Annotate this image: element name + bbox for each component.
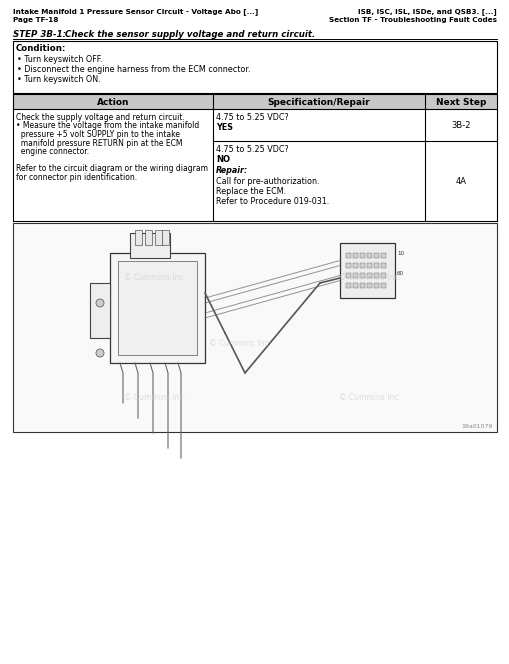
Bar xyxy=(162,230,168,245)
Bar xyxy=(130,233,169,258)
Text: pressure +5 volt SUPPLY pin to the intake: pressure +5 volt SUPPLY pin to the intak… xyxy=(16,130,180,139)
Text: Refer to Procedure 019-031.: Refer to Procedure 019-031. xyxy=(216,197,329,207)
Text: Page TF-18: Page TF-18 xyxy=(13,17,58,23)
Bar xyxy=(424,94,496,109)
Text: 10: 10 xyxy=(396,251,403,256)
Bar xyxy=(213,94,424,109)
Bar xyxy=(110,253,205,363)
Bar xyxy=(359,263,364,268)
Bar xyxy=(359,283,364,288)
Text: Specification/Repair: Specification/Repair xyxy=(267,98,370,107)
Bar xyxy=(345,283,350,288)
Bar xyxy=(373,253,378,258)
Bar xyxy=(345,273,350,278)
Circle shape xyxy=(96,299,104,307)
Text: Repair:: Repair: xyxy=(216,166,248,175)
Text: Action: Action xyxy=(97,98,129,107)
Bar xyxy=(373,283,378,288)
Bar xyxy=(352,283,357,288)
Bar xyxy=(345,253,350,258)
Circle shape xyxy=(96,349,104,357)
Text: manifold pressure RETURN pin at the ECM: manifold pressure RETURN pin at the ECM xyxy=(16,139,182,147)
Bar xyxy=(118,261,196,355)
Bar xyxy=(352,253,357,258)
Bar xyxy=(366,273,371,278)
Text: for connector pin identification.: for connector pin identification. xyxy=(16,173,137,181)
Text: Intake Manifold 1 Pressure Sensor Circuit - Voltage Abo [...]: Intake Manifold 1 Pressure Sensor Circui… xyxy=(13,8,258,15)
Text: Check the supply voltage and return circuit.: Check the supply voltage and return circ… xyxy=(16,113,185,122)
Text: YES: YES xyxy=(216,123,233,132)
Bar xyxy=(380,263,385,268)
Bar xyxy=(373,273,378,278)
Text: STEP 3B-1:: STEP 3B-1: xyxy=(13,30,66,39)
Bar xyxy=(340,243,394,298)
Text: NO: NO xyxy=(216,155,230,165)
Text: 4.75 to 5.25 VDC?: 4.75 to 5.25 VDC? xyxy=(216,113,288,122)
Text: • Measure the voltage from the intake manifold: • Measure the voltage from the intake ma… xyxy=(16,122,199,131)
Bar xyxy=(345,263,350,268)
Text: Refer to the circuit diagram or the wiring diagram: Refer to the circuit diagram or the wiri… xyxy=(16,164,208,173)
Bar xyxy=(366,283,371,288)
Bar xyxy=(155,230,162,245)
Text: Next Step: Next Step xyxy=(435,98,485,107)
Bar xyxy=(352,263,357,268)
Text: © Cummins Inc.: © Cummins Inc. xyxy=(124,274,186,282)
Text: Check the sensor supply voltage and return circuit.: Check the sensor supply voltage and retu… xyxy=(65,30,315,39)
Bar xyxy=(359,253,364,258)
Bar xyxy=(13,223,496,432)
Text: 4.75 to 5.25 VDC?: 4.75 to 5.25 VDC? xyxy=(216,145,288,154)
Text: Section TF - Troubleshooting Fault Codes: Section TF - Troubleshooting Fault Codes xyxy=(328,17,496,23)
Text: © Cummins Inc.: © Cummins Inc. xyxy=(209,339,270,347)
Text: © Cummins Inc.: © Cummins Inc. xyxy=(338,274,400,282)
Text: Condition:: Condition: xyxy=(16,44,66,53)
Text: • Turn keyswitch ON.: • Turn keyswitch ON. xyxy=(17,75,100,84)
Text: engine connector.: engine connector. xyxy=(16,147,89,156)
Bar xyxy=(380,283,385,288)
Text: • Disconnect the engine harness from the ECM connector.: • Disconnect the engine harness from the… xyxy=(17,65,250,74)
Bar xyxy=(90,283,110,338)
Bar xyxy=(145,230,152,245)
Bar xyxy=(366,253,371,258)
Text: ISB, ISC, ISL, ISDe, and QSB3. [...]: ISB, ISC, ISL, ISDe, and QSB3. [...] xyxy=(357,8,496,15)
Text: Replace the ECM.: Replace the ECM. xyxy=(216,187,286,196)
Bar xyxy=(13,41,496,93)
Text: 4A: 4A xyxy=(455,177,466,185)
Bar xyxy=(380,253,385,258)
Text: Call for pre-authorization.: Call for pre-authorization. xyxy=(216,177,319,185)
Bar xyxy=(366,263,371,268)
Bar xyxy=(135,230,142,245)
Text: • Turn keyswitch OFF.: • Turn keyswitch OFF. xyxy=(17,55,102,64)
Text: 3B-2: 3B-2 xyxy=(450,120,470,129)
Bar xyxy=(352,273,357,278)
Bar xyxy=(380,273,385,278)
Text: © Cummins Inc.: © Cummins Inc. xyxy=(124,394,186,402)
Text: © Cummins Inc.: © Cummins Inc. xyxy=(338,394,400,402)
Text: 19a01079: 19a01079 xyxy=(461,424,492,429)
Bar xyxy=(359,273,364,278)
Bar xyxy=(13,94,213,109)
Bar xyxy=(373,263,378,268)
Text: 60: 60 xyxy=(396,271,403,276)
